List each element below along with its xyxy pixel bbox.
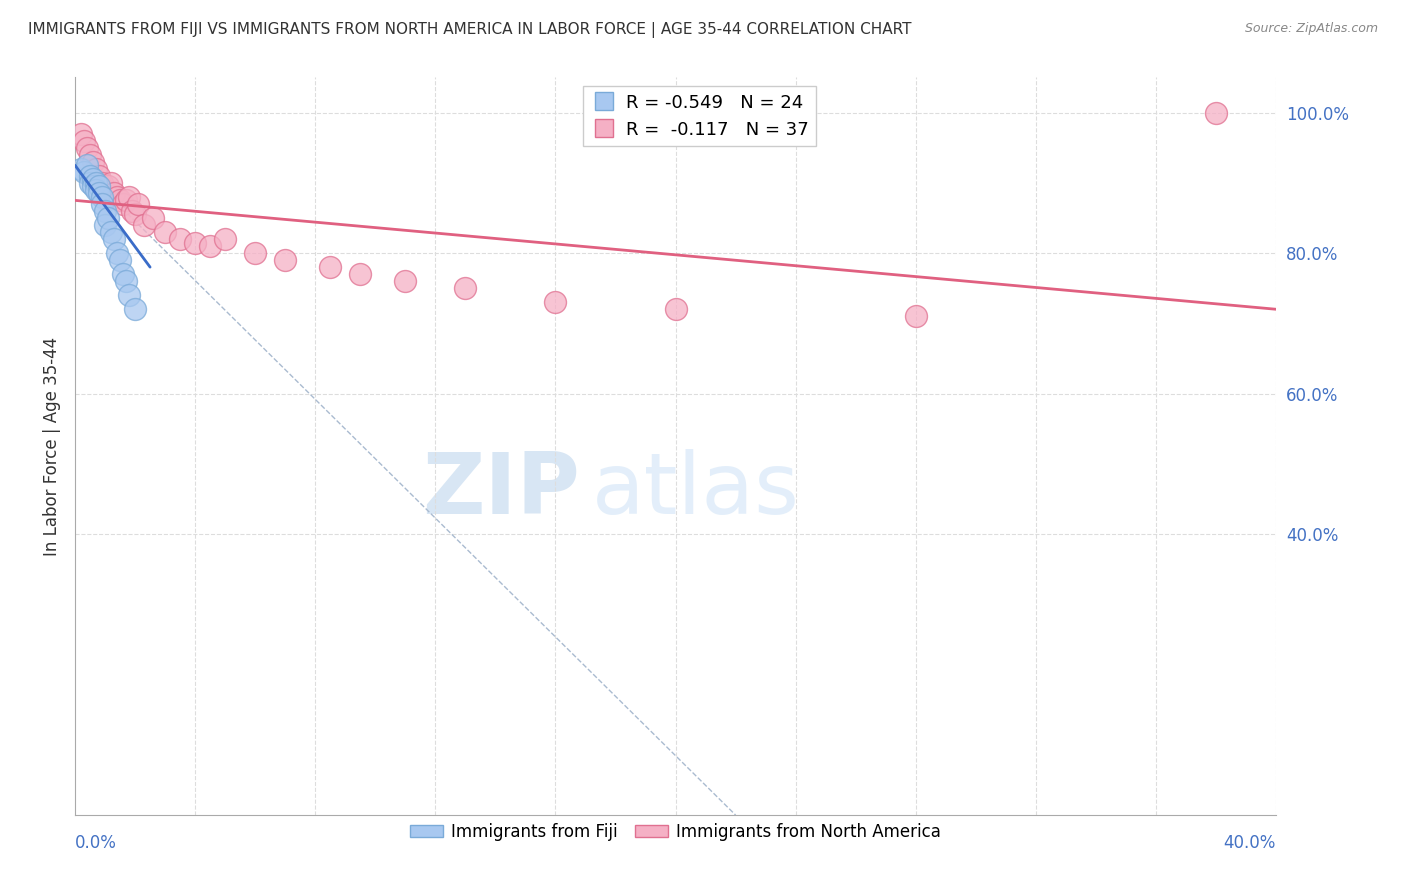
- Point: [454, 281, 477, 295]
- Point: [87, 186, 110, 201]
- Point: [79, 169, 101, 183]
- Point: [105, 190, 128, 204]
- Point: [79, 176, 101, 190]
- Point: [544, 295, 567, 310]
- Text: 0.0%: 0.0%: [75, 833, 117, 852]
- Point: [115, 274, 138, 288]
- Point: [91, 197, 114, 211]
- Point: [118, 190, 141, 204]
- Point: [97, 211, 120, 225]
- Point: [94, 203, 117, 218]
- Point: [243, 246, 266, 260]
- Point: [82, 179, 104, 194]
- Point: [84, 161, 107, 176]
- Point: [115, 194, 138, 208]
- Point: [84, 176, 107, 190]
- Point: [124, 207, 146, 221]
- Text: ZIP: ZIP: [422, 449, 579, 532]
- Point: [70, 161, 93, 176]
- Point: [103, 232, 125, 246]
- Point: [121, 203, 143, 218]
- Point: [664, 302, 686, 317]
- Point: [1205, 105, 1227, 120]
- Point: [100, 225, 122, 239]
- Point: [91, 176, 114, 190]
- Point: [82, 172, 104, 186]
- Legend: Immigrants from Fiji, Immigrants from North America: Immigrants from Fiji, Immigrants from No…: [404, 816, 948, 847]
- Point: [132, 218, 155, 232]
- Text: Source: ZipAtlas.com: Source: ZipAtlas.com: [1244, 22, 1378, 36]
- Point: [91, 190, 114, 204]
- Point: [169, 232, 191, 246]
- Point: [73, 165, 96, 179]
- Point: [76, 141, 98, 155]
- Point: [198, 239, 221, 253]
- Point: [153, 225, 176, 239]
- Point: [73, 134, 96, 148]
- Point: [127, 197, 149, 211]
- Point: [112, 197, 135, 211]
- Point: [82, 154, 104, 169]
- Point: [112, 267, 135, 281]
- Point: [84, 183, 107, 197]
- Point: [274, 253, 297, 268]
- Text: IMMIGRANTS FROM FIJI VS IMMIGRANTS FROM NORTH AMERICA IN LABOR FORCE | AGE 35-44: IMMIGRANTS FROM FIJI VS IMMIGRANTS FROM …: [28, 22, 911, 38]
- Point: [319, 260, 342, 274]
- Y-axis label: In Labor Force | Age 35-44: In Labor Force | Age 35-44: [44, 336, 60, 556]
- Point: [394, 274, 416, 288]
- Text: 40.0%: 40.0%: [1223, 833, 1277, 852]
- Point: [76, 158, 98, 172]
- Point: [904, 310, 927, 324]
- Point: [79, 147, 101, 161]
- Point: [108, 194, 131, 208]
- Point: [87, 169, 110, 183]
- Point: [108, 253, 131, 268]
- Point: [70, 127, 93, 141]
- Point: [214, 232, 236, 246]
- Point: [100, 176, 122, 190]
- Point: [94, 183, 117, 197]
- Point: [87, 179, 110, 194]
- Text: atlas: atlas: [592, 449, 800, 532]
- Point: [97, 179, 120, 194]
- Point: [184, 235, 207, 250]
- Point: [105, 246, 128, 260]
- Point: [118, 288, 141, 302]
- Point: [349, 267, 371, 281]
- Point: [124, 302, 146, 317]
- Point: [142, 211, 165, 225]
- Point: [103, 186, 125, 201]
- Point: [94, 218, 117, 232]
